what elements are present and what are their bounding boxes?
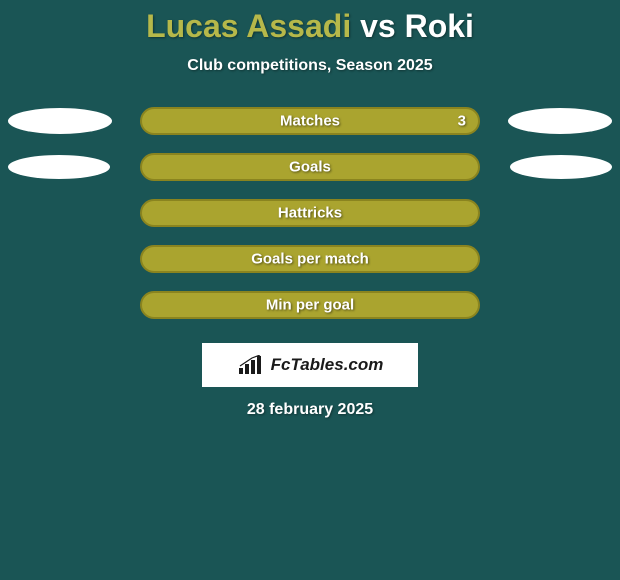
stat-label: Matches [280, 113, 340, 130]
stat-label: Goals [289, 159, 331, 176]
stat-label: Hattricks [278, 205, 342, 222]
left-ellipse [8, 155, 110, 179]
stat-label: Goals per match [251, 251, 369, 268]
right-ellipse [510, 155, 612, 179]
stat-value-right: 3 [458, 113, 466, 130]
title: Lucas Assadi vs Roki [146, 8, 474, 45]
stat-bar: Hattricks [140, 199, 480, 227]
stat-bar: Goals [140, 153, 480, 181]
stat-row: Goals [0, 153, 620, 181]
stat-bar: Matches 3 [140, 107, 480, 135]
bar-chart-icon [237, 355, 265, 375]
stat-bar: Min per goal [140, 291, 480, 319]
player1-name: Lucas Assadi [146, 8, 351, 44]
right-ellipse [508, 108, 612, 134]
infographic-container: Lucas Assadi vs Roki Club competitions, … [0, 0, 620, 419]
date-label: 28 february 2025 [247, 401, 373, 419]
left-ellipse [8, 108, 112, 134]
vs-label: vs [360, 8, 396, 44]
subtitle: Club competitions, Season 2025 [187, 57, 432, 75]
stat-label: Min per goal [266, 297, 354, 314]
stat-row: Min per goal [0, 291, 620, 319]
stat-row: Goals per match [0, 245, 620, 273]
stat-bar: Goals per match [140, 245, 480, 273]
stat-row: Hattricks [0, 199, 620, 227]
brand-badge-text: FcTables.com [271, 355, 384, 375]
stat-row: Matches 3 [0, 107, 620, 135]
brand-badge: FcTables.com [202, 343, 418, 387]
stat-rows: Matches 3 Goals Hattricks Goals per match Min… [0, 107, 620, 319]
player2-name: Roki [405, 8, 474, 44]
